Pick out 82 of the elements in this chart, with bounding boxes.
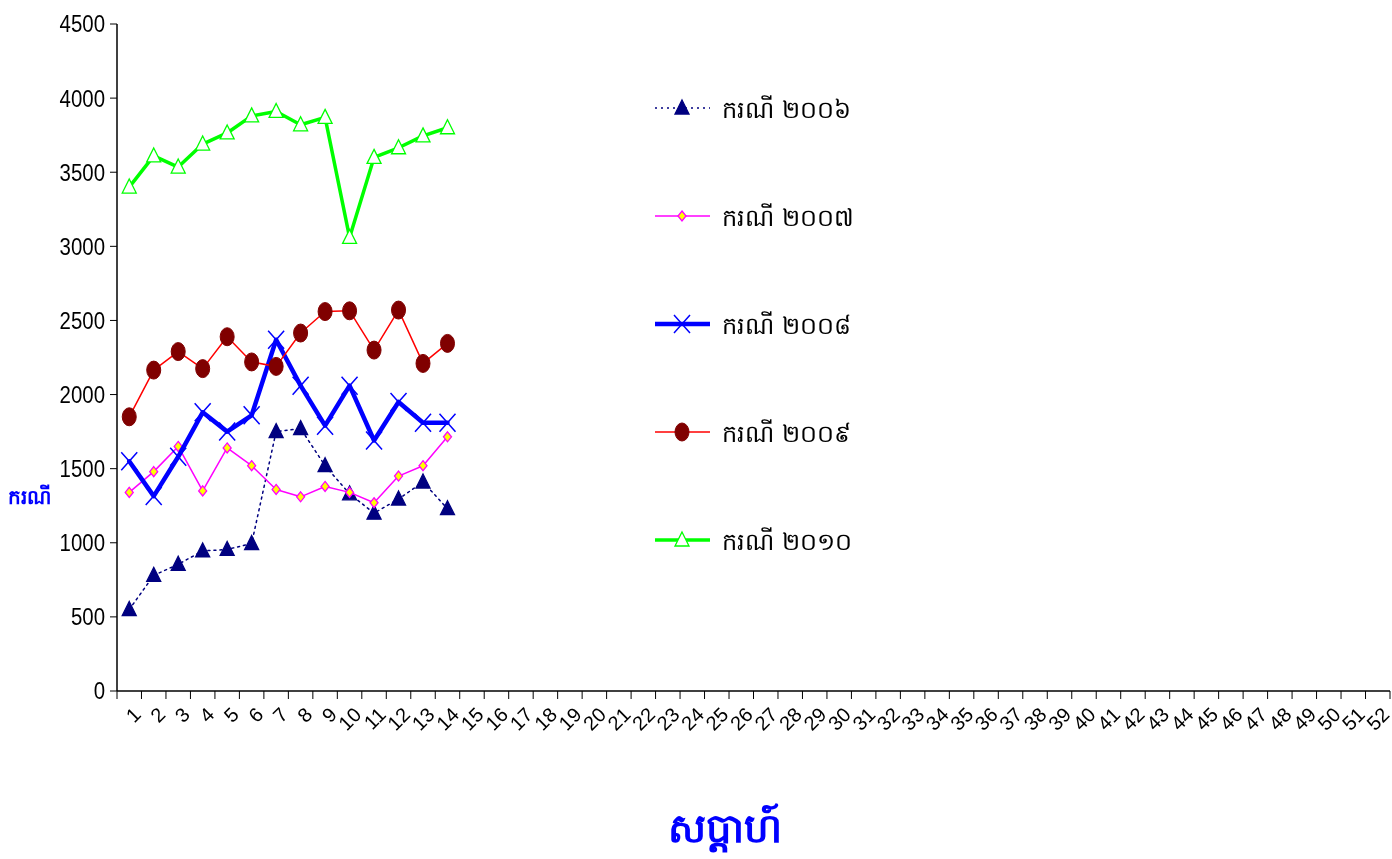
legend-label: ករណី ២០០៦	[722, 95, 851, 125]
y-tick-label: 1000	[59, 529, 105, 557]
y-tick-label: 2500	[59, 307, 105, 335]
point	[292, 116, 309, 132]
point	[219, 540, 235, 557]
point	[439, 500, 456, 516]
point	[169, 447, 187, 467]
x-tick-label: 8	[292, 703, 317, 727]
point	[267, 329, 285, 350]
point	[149, 465, 159, 478]
point	[389, 392, 408, 412]
x-tick-label: 5	[219, 703, 243, 727]
point	[438, 412, 457, 433]
y-tick-label: 3000	[59, 233, 105, 261]
y-tick-label: 1500	[59, 455, 105, 483]
x-tick-label: 6	[244, 703, 268, 727]
legend-label: ករណី ២០១០	[722, 527, 852, 557]
x-tick-label: 7	[268, 703, 292, 727]
point	[390, 139, 407, 155]
x-tick-label: 1	[121, 703, 146, 727]
y-tick-label: 500	[70, 603, 105, 631]
point	[415, 127, 431, 143]
point	[144, 486, 163, 506]
point	[243, 534, 260, 551]
point	[124, 486, 134, 499]
point	[173, 440, 183, 453]
legend-label: ករណី ២០០៩	[722, 419, 851, 449]
point	[442, 431, 453, 443]
point	[146, 566, 162, 583]
point	[271, 483, 281, 496]
legend-label: ករណី ២០០៨	[722, 311, 851, 341]
x-axis-title: សប្តាហ៍	[668, 803, 782, 853]
point	[366, 148, 382, 165]
point	[193, 402, 212, 423]
y-tick-label: 2000	[59, 381, 105, 409]
point	[120, 451, 138, 472]
point	[316, 415, 334, 436]
x-tick-label: 3	[170, 703, 194, 727]
point	[246, 460, 257, 472]
point	[268, 102, 284, 119]
point	[121, 178, 137, 194]
point	[195, 135, 211, 151]
x-tick-label: 2	[146, 703, 170, 727]
legend-label: ករណី ២០០៧	[722, 203, 854, 233]
x-tick-label: 11	[359, 703, 390, 734]
point	[146, 147, 162, 163]
point	[365, 430, 383, 451]
y-tick-label: 4500	[59, 10, 105, 38]
point	[415, 473, 431, 489]
y-tick-label: 0	[93, 677, 105, 705]
point	[390, 490, 407, 506]
y-axis-title: ករណី	[8, 484, 51, 509]
x-tick-label: 4	[195, 703, 219, 727]
point	[317, 457, 333, 473]
point	[393, 470, 404, 482]
point	[268, 422, 284, 439]
point	[366, 504, 382, 520]
point	[320, 480, 330, 493]
y-tick-label: 3500	[59, 159, 105, 187]
x-tick-label: 48	[1264, 703, 1296, 735]
point	[170, 555, 186, 571]
point	[340, 375, 359, 396]
point	[243, 107, 260, 123]
point	[369, 497, 379, 509]
point	[414, 412, 432, 433]
point	[121, 600, 137, 617]
point	[317, 108, 333, 125]
point	[242, 405, 261, 426]
point	[219, 124, 235, 140]
point	[170, 158, 186, 174]
point	[439, 119, 456, 135]
point	[341, 228, 358, 245]
point	[198, 485, 208, 497]
point	[222, 442, 232, 454]
x-tick-label: 9	[317, 703, 341, 727]
point	[292, 420, 309, 436]
point	[195, 542, 211, 558]
point	[418, 460, 428, 472]
y-tick-label: 4000	[59, 84, 105, 112]
point	[291, 375, 310, 396]
point	[218, 421, 236, 442]
point	[295, 491, 306, 503]
